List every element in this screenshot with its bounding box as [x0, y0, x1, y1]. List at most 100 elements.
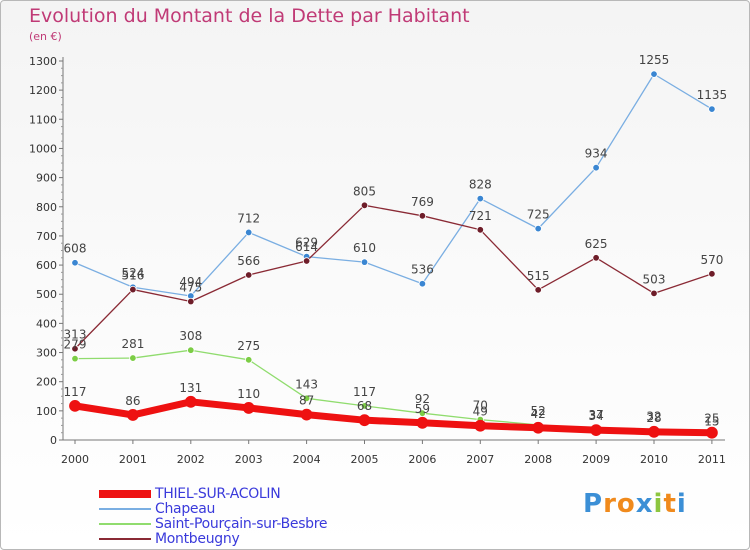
data-label: 1255 — [639, 53, 670, 67]
x-tick-label: 2002 — [177, 453, 205, 466]
data-point — [360, 258, 369, 266]
x-tick-label: 2006 — [408, 453, 436, 466]
data-point — [476, 226, 484, 234]
logo-letter: i — [653, 489, 664, 519]
data-label: 524 — [121, 266, 144, 280]
data-label: 28 — [646, 411, 661, 425]
data-label: 614 — [295, 240, 318, 254]
x-tick-label: 2011 — [698, 453, 726, 466]
data-label: 279 — [64, 338, 87, 352]
data-label: 34 — [588, 409, 603, 423]
data-point — [358, 414, 371, 427]
data-label: 313 — [64, 328, 87, 342]
data-point — [416, 416, 429, 429]
data-label: 110 — [237, 387, 260, 401]
x-tick-label: 2004 — [293, 453, 321, 466]
data-label: 52 — [531, 404, 546, 418]
y-tick-label: 1200 — [29, 84, 57, 97]
data-point — [360, 402, 369, 410]
data-point — [476, 194, 484, 203]
data-label: 15 — [704, 415, 719, 429]
data-point — [244, 228, 253, 237]
data-point — [534, 224, 542, 233]
data-point — [650, 289, 658, 298]
data-label: 608 — [64, 242, 87, 256]
data-label: 769 — [411, 195, 434, 209]
data-label: 87 — [299, 394, 314, 408]
data-label: 494 — [179, 275, 202, 289]
y-tick-label: 400 — [36, 317, 57, 330]
legend-swatch — [99, 523, 151, 525]
data-point — [302, 394, 311, 403]
data-label: 70 — [473, 399, 488, 413]
legend-label: Montbeugny — [155, 531, 240, 547]
data-point — [71, 354, 79, 363]
data-point — [474, 419, 487, 432]
data-point — [129, 354, 137, 362]
logo-letter: o — [616, 489, 636, 519]
data-label: 275 — [237, 339, 260, 353]
logo-letter: P — [583, 489, 604, 519]
x-tick-label: 2007 — [466, 453, 494, 466]
data-label: 629 — [295, 236, 318, 250]
data-label: 117 — [64, 385, 87, 399]
data-point — [532, 421, 545, 434]
data-point — [418, 212, 427, 220]
data-label: 725 — [527, 208, 550, 222]
data-point — [184, 395, 197, 408]
x-tick-label: 2009 — [582, 453, 610, 466]
y-tick-label: 200 — [36, 376, 57, 389]
y-tick-label: 600 — [36, 259, 57, 272]
data-label: 712 — [237, 211, 260, 225]
data-label: 566 — [237, 254, 260, 268]
data-label: 143 — [295, 377, 318, 391]
data-point — [71, 259, 79, 267]
chart-title: Evolution du Montant de la Dette par Hab… — [29, 5, 470, 27]
data-label: 610 — [353, 241, 376, 255]
legend-label: Saint-Pourçain-sur-Besbre — [155, 516, 328, 532]
y-tick-label: 100 — [36, 405, 57, 418]
data-label: 49 — [473, 405, 488, 419]
data-label: 92 — [415, 392, 430, 406]
data-label: 68 — [357, 399, 372, 413]
data-label: 32 — [646, 410, 661, 424]
data-label: 934 — [585, 147, 608, 161]
series-line — [74, 204, 713, 350]
data-point — [129, 285, 137, 294]
data-label: 515 — [527, 269, 550, 283]
data-label: 281 — [121, 337, 144, 351]
data-label: 37 — [588, 408, 603, 422]
data-point — [648, 425, 660, 438]
data-point — [71, 345, 79, 353]
data-point — [418, 409, 427, 417]
data-point — [708, 270, 716, 278]
unit-label: (en €) — [29, 30, 62, 43]
data-label: 1135 — [697, 88, 728, 102]
data-label: 59 — [415, 402, 430, 416]
data-point — [592, 254, 600, 262]
legend-swatch — [99, 538, 151, 540]
data-label: 86 — [125, 394, 140, 408]
y-tick-label: 800 — [36, 201, 57, 214]
data-label: 721 — [469, 209, 492, 223]
data-label: 42 — [531, 407, 546, 421]
logo-letter: x — [635, 489, 654, 519]
data-point — [418, 280, 427, 288]
legend-label: Chapeau — [155, 501, 216, 517]
legend-swatch — [99, 508, 151, 510]
data-point — [360, 201, 369, 210]
data-label: 570 — [700, 253, 723, 267]
data-point — [302, 257, 311, 265]
data-label: 625 — [585, 237, 608, 251]
data-label: 131 — [179, 381, 202, 395]
x-tick-label: 2010 — [640, 453, 668, 466]
data-label: 536 — [411, 263, 434, 277]
y-tick-label: 900 — [36, 172, 57, 185]
data-point — [592, 164, 600, 172]
data-label: 25 — [704, 412, 719, 426]
data-label: 805 — [353, 184, 376, 198]
data-point — [534, 286, 542, 294]
logo-letter: i — [676, 489, 687, 519]
data-label: 503 — [643, 272, 666, 286]
